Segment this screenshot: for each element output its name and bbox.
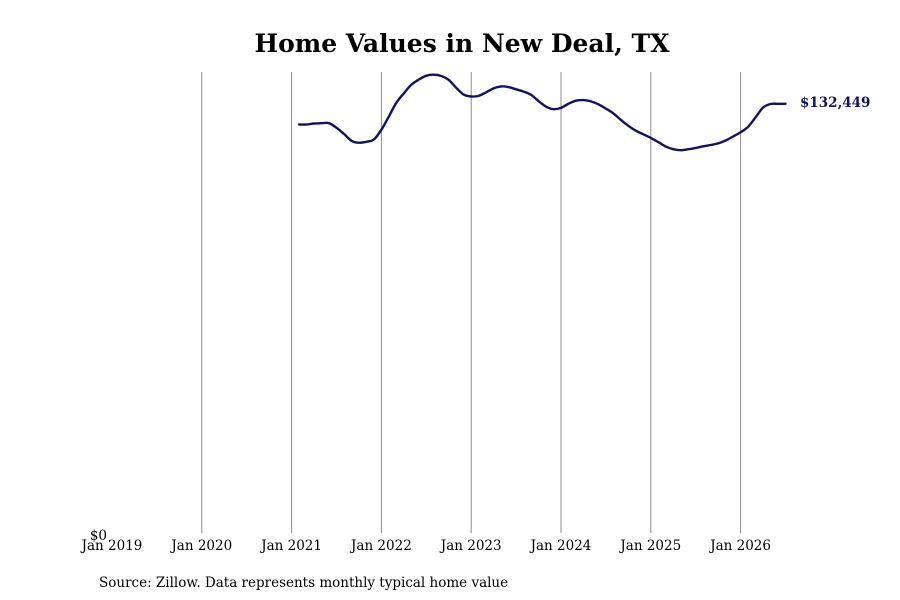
axis-tick-labels: Jan 2019 Jan 2020 Jan 2021 Jan 2022 Jan 2023… bbox=[80, 528, 771, 554]
y-tick-label: $0 bbox=[90, 528, 107, 544]
x-tick-label: Jan 2026 bbox=[708, 538, 771, 554]
x-tick-label: Jan 2021 bbox=[259, 538, 322, 554]
source-note: Source: Zillow. Data represents monthly … bbox=[99, 575, 508, 591]
x-tick-label: Jan 2023 bbox=[439, 538, 502, 554]
x-tick-label: Jan 2024 bbox=[529, 538, 592, 554]
series-line bbox=[297, 73, 787, 152]
series-group bbox=[297, 73, 787, 152]
end-value-label: $132,449 bbox=[800, 95, 870, 111]
x-tick-label: Jan 2019 bbox=[80, 538, 143, 554]
x-tick-label: Jan 2022 bbox=[349, 538, 412, 554]
chart-title: Home Values in New Deal, TX bbox=[254, 29, 670, 58]
x-tick-label: Jan 2020 bbox=[169, 538, 232, 554]
x-tick-label: Jan 2025 bbox=[618, 538, 681, 554]
gridlines bbox=[201, 72, 742, 533]
